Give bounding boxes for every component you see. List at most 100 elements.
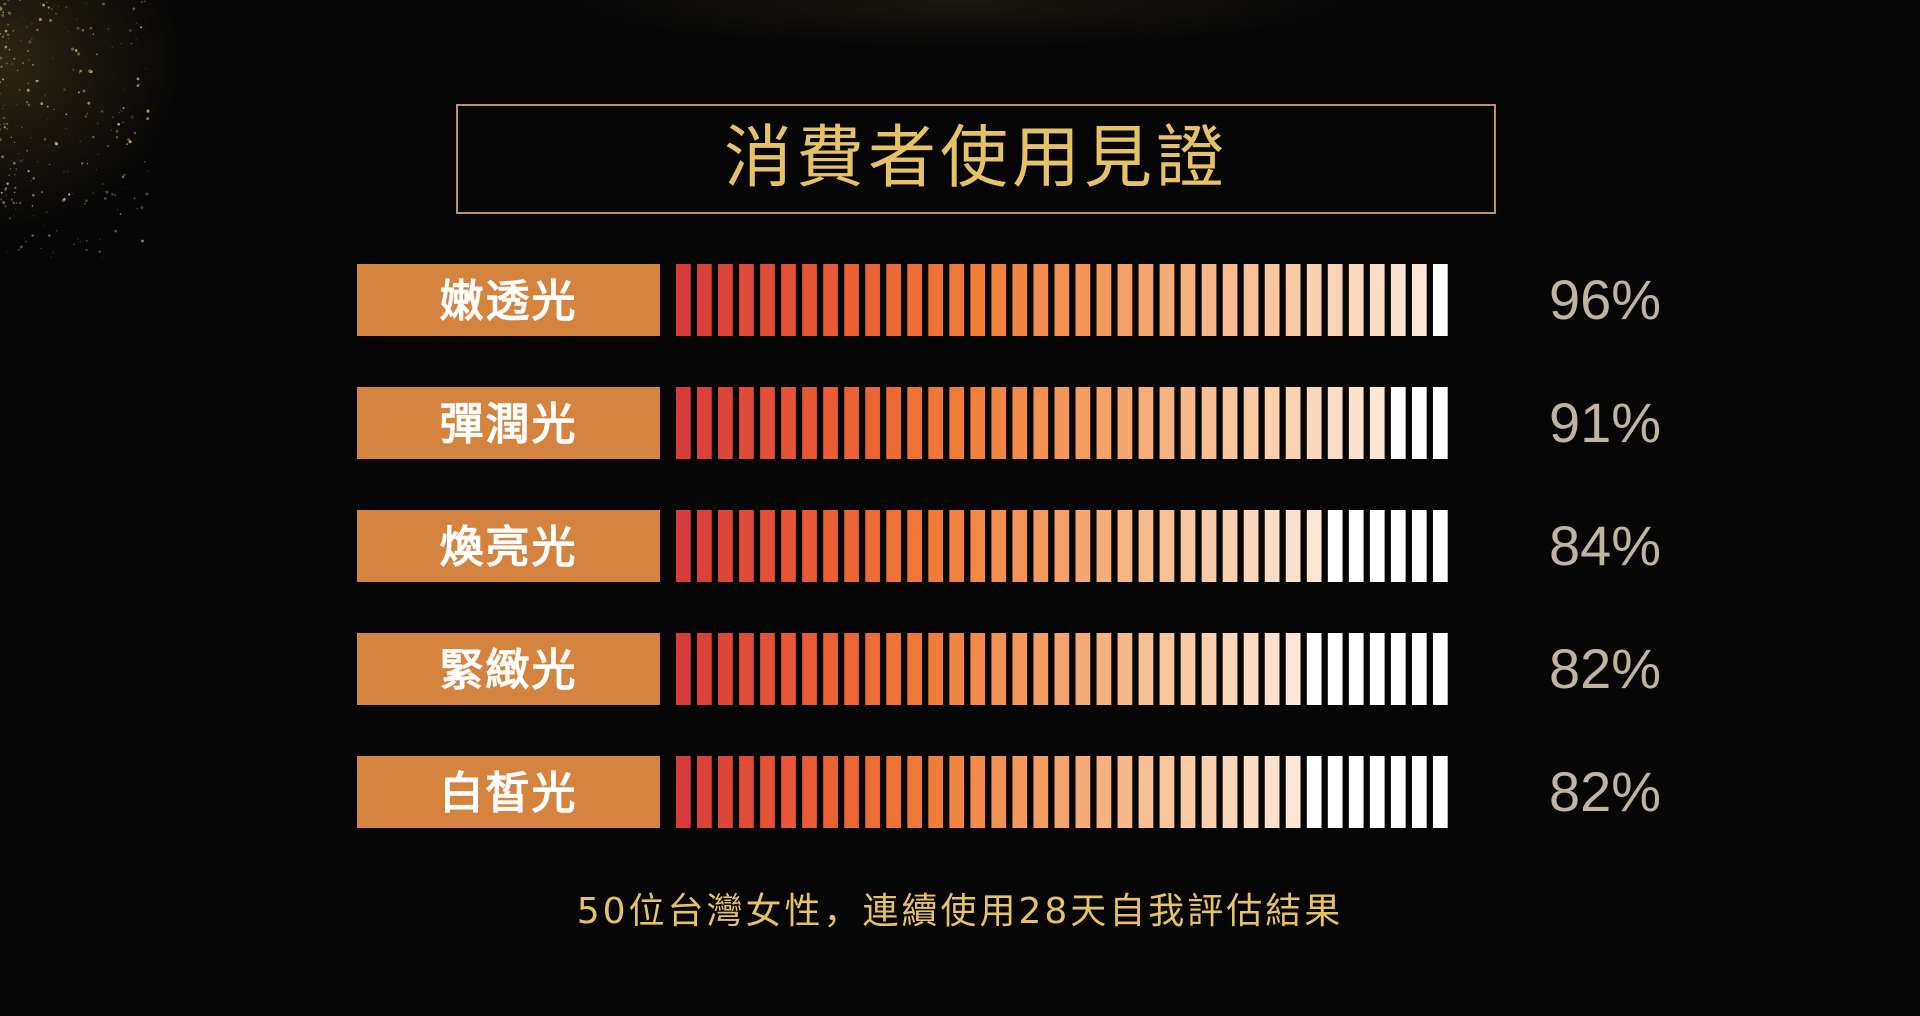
category-label: 彈潤光 <box>440 399 578 450</box>
sparkle-dot <box>13 191 16 194</box>
sparkle-dot <box>46 211 48 213</box>
sparkle-dot <box>72 192 74 195</box>
sparkle-dot <box>71 47 75 51</box>
bar-segment-filled <box>1243 633 1259 705</box>
sparkle-dot <box>67 30 69 32</box>
sparkle-dot <box>1 13 5 17</box>
sparkle-dot <box>79 69 83 73</box>
sparkle-dot <box>57 5 60 8</box>
sparkle-dot <box>110 129 112 131</box>
sparkle-dot <box>103 190 105 192</box>
category-label: 嫩透光 <box>440 276 578 327</box>
sparkle-dot <box>75 1 77 3</box>
bar-segment-filled <box>949 387 965 459</box>
category-label-box <box>357 387 660 459</box>
bar-segment-filled <box>718 387 733 459</box>
sparkle-dot <box>6 33 10 37</box>
sparkle-dot <box>15 208 17 210</box>
sparkle-dot <box>89 26 93 30</box>
sparkle-dot <box>13 57 16 60</box>
sparkle-dot <box>114 194 117 197</box>
bar-segment-filled <box>886 510 901 582</box>
bar-segment-filled <box>1264 756 1280 828</box>
sparkle-dot <box>65 128 67 130</box>
sparkle-dot <box>22 159 24 161</box>
bar-segment-filled <box>781 387 796 459</box>
sparkle-dot <box>107 145 109 147</box>
sparkle-dot <box>49 18 52 22</box>
bar-segment-filled <box>697 387 712 459</box>
sparkle-dot <box>7 0 10 2</box>
sparkle-dot <box>0 191 3 194</box>
sparkle-dot <box>120 43 122 44</box>
sparkle-dot <box>58 146 60 149</box>
sparkle-dot <box>127 138 131 141</box>
gold-sparkle-decoration <box>0 0 151 259</box>
sparkle-dot <box>26 149 29 152</box>
sparkle-dot <box>43 138 47 141</box>
bar-segment-filled <box>844 510 859 582</box>
bar-segment-filled <box>1054 510 1070 582</box>
bar-segment-filled <box>676 510 691 582</box>
sparkle-dot <box>8 48 11 51</box>
sparkle-dot <box>2 78 5 81</box>
sparkle-dot <box>55 12 57 15</box>
bar-segment-filled <box>1138 633 1154 705</box>
sparkle-dot <box>4 187 7 191</box>
sparkle-dot <box>38 18 42 22</box>
sparkle-dot <box>84 202 86 205</box>
bar-segment-filled <box>1117 756 1133 828</box>
sparkle-dot <box>3 3 5 5</box>
sparkle-dot <box>16 160 18 162</box>
category-label-box <box>357 756 660 828</box>
bar-segment-filled <box>1327 264 1343 336</box>
sparkle-dot <box>17 248 20 251</box>
category-label: 煥亮光 <box>440 522 578 573</box>
sparkle-dot <box>115 136 118 139</box>
chart-caption: 50位台灣女性，連續使用28天自我評估結果 <box>576 891 1344 932</box>
sparkle-dot <box>3 123 6 126</box>
sparkle-dot <box>111 193 114 196</box>
sparkle-dot <box>92 33 95 36</box>
bar-segment-filled <box>1243 387 1259 459</box>
sparkle-dot <box>42 224 44 226</box>
sparkle-dot <box>80 162 84 165</box>
sparkle-dot <box>52 252 54 254</box>
bar-segment-filled <box>697 510 712 582</box>
bar-segment-filled <box>886 756 901 828</box>
bar-segment-filled <box>1033 756 1049 828</box>
bar-segment-filled <box>1159 756 1175 828</box>
bar-segment-empty <box>1327 633 1343 705</box>
sparkle-dot <box>149 3 151 5</box>
sparkle-dot <box>36 161 39 163</box>
bar-segment-filled <box>1033 510 1049 582</box>
bar-segment-filled <box>1243 264 1259 336</box>
sparkle-dot <box>63 88 66 91</box>
bar-segment-filled <box>1138 387 1154 459</box>
bar-segment-filled <box>718 633 733 705</box>
sparkle-dot <box>19 245 23 249</box>
sparkle-dot <box>50 8 53 10</box>
bar-segment-filled <box>676 756 691 828</box>
sparkle-dot <box>85 248 88 252</box>
bar-segment-empty <box>1306 633 1322 705</box>
sparkle-dot <box>20 31 22 33</box>
sparkle-dot <box>0 198 3 201</box>
bar-segment-filled <box>1201 387 1217 459</box>
bar-segment-empty <box>1327 510 1343 582</box>
sparkle-dot <box>65 26 67 28</box>
sparkle-dot <box>113 72 115 74</box>
bar-segment-filled <box>1012 633 1028 705</box>
sparkle-dot <box>13 141 16 143</box>
sparkle-dot <box>18 89 21 91</box>
bar-segment-filled <box>970 510 986 582</box>
bar-segment-filled <box>1243 510 1259 582</box>
sparkle-dot <box>5 194 8 197</box>
sparkle-dot <box>6 23 10 26</box>
sparkle-dot <box>99 238 101 240</box>
sparkle-dot <box>130 115 134 119</box>
bar-segment-filled <box>970 633 986 705</box>
sparkle-dot <box>145 68 147 70</box>
bar-segment-filled <box>1180 387 1196 459</box>
